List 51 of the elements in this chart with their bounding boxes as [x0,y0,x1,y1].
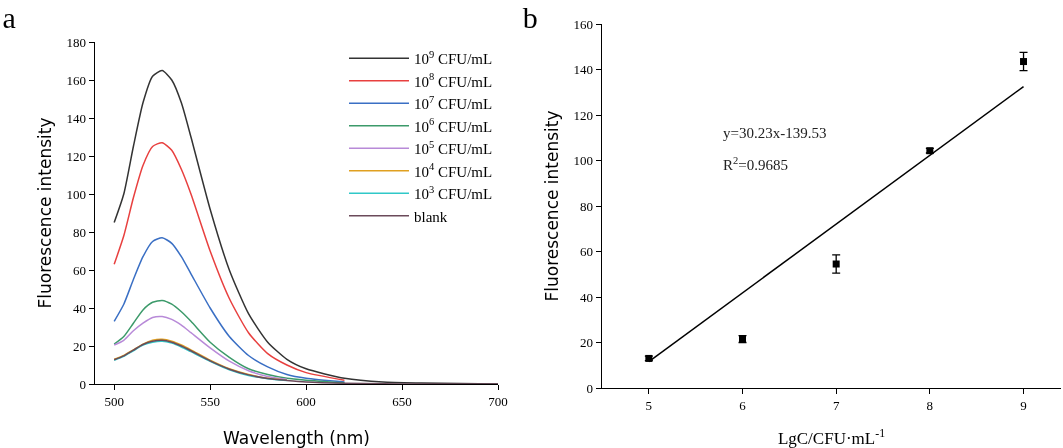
y-tick-label: 40 [580,289,594,305]
y-tick-label: 80 [73,224,87,240]
y-tick-label: 120 [573,107,594,123]
legend-label: 10$^{7}$ CFU/mL [414,93,493,113]
line-series [113,236,346,383]
y-tick-label: 140 [573,62,594,78]
y-tick-label: 60 [73,262,87,278]
chart-title: a [2,0,16,34]
point [832,260,840,268]
legend-label: blank [414,208,448,225]
point [1020,58,1028,66]
y-tick-label: 80 [580,198,594,214]
y-tick-label: 60 [580,244,594,260]
x-axis-title: LgC/CFU·mL$^{-1}$ [777,425,886,448]
line-series [113,339,498,384]
line-series [113,141,346,381]
y-tick-label: 120 [66,148,87,164]
y-tick-label: 140 [66,110,87,126]
x-axis-title: Wavelength (nm) [223,428,370,448]
y-axis-title: Fluorescence intensity [34,117,55,309]
legend-label: 10$^{6}$ CFU/mL [414,116,493,135]
y-tick-label: 0 [79,376,87,392]
x-tick-label: 6 [739,397,747,413]
annotation: R$^{2}$=0.9685 [723,155,788,174]
y-tick-label: 100 [573,153,594,169]
y-tick-label: 100 [66,186,87,202]
x-tick-label: 500 [104,393,124,409]
y-tick-label: 160 [66,72,87,88]
legend-label: 10$^{8}$ CFU/mL [414,71,493,90]
y-tick-label: 40 [73,300,87,316]
x-tick-label: 9 [1020,397,1027,413]
y-tick-label: 0 [586,380,594,396]
legend-label: 10$^{4}$ CFU/mL [414,161,493,180]
legend-label: 10$^{9}$ CFU/mL [414,48,493,68]
annotation: y=30.23x-139.53 [723,125,827,141]
line-series [113,315,288,380]
y-tick-label: 20 [580,335,594,351]
y-axis-title: Fluorescence intensity [541,110,562,302]
x-tick-label: 5 [645,397,653,413]
legend-label: 10$^{3}$ CFU/mL [414,183,493,203]
x-tick-label: 650 [392,393,412,409]
x-tick-label: 8 [926,397,934,413]
x-tick-label: 600 [296,393,316,409]
x-tick-label: 550 [200,393,220,409]
legend-label: 10$^{5}$ CFU/mL [414,138,493,158]
y-tick-label: 160 [573,16,594,32]
y-tick-label: 180 [66,34,87,50]
x-tick-label: 7 [832,397,840,413]
chart-title: b [522,0,538,34]
y-tick-label: 20 [73,338,87,354]
x-tick-label: 700 [488,393,508,409]
